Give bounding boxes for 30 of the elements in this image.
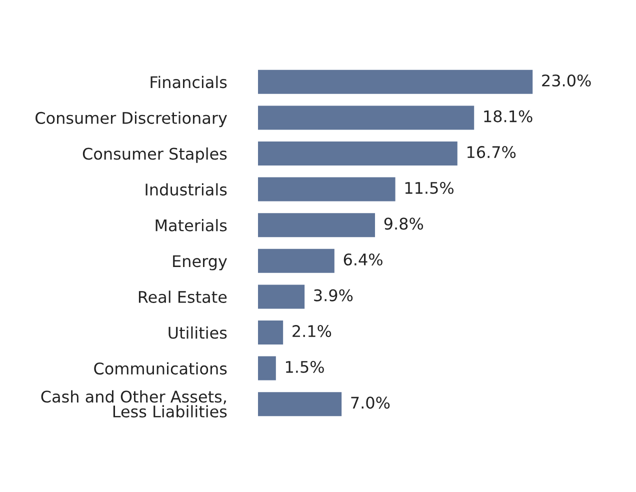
y-tick-label: Cash and Other Assets, Less Liabilities <box>41 390 227 418</box>
bar <box>258 248 334 273</box>
data-label: 18.1% <box>484 110 532 122</box>
y-tick-label: Financials <box>150 76 227 88</box>
data-label: 23.0% <box>542 74 591 87</box>
y-tick-label: Real Estate <box>138 290 227 303</box>
bar <box>258 392 342 416</box>
data-label: 9.8% <box>384 218 424 230</box>
bar <box>258 142 458 166</box>
data-label: 16.7% <box>467 146 516 158</box>
data-label: 7.0% <box>351 396 390 409</box>
data-label: 2.1% <box>292 325 332 338</box>
bar <box>258 213 376 238</box>
bar <box>258 284 305 309</box>
bar <box>258 320 284 344</box>
data-label: 1.5% <box>286 360 324 373</box>
y-tick-label: Industrials <box>146 183 227 196</box>
bar <box>258 177 396 202</box>
y-tick-label: Consumer Staples <box>82 147 227 163</box>
data-label: 3.9% <box>314 289 353 302</box>
bar <box>258 106 474 130</box>
bar <box>258 70 533 94</box>
bar <box>258 356 276 380</box>
y-tick-label: Utilities <box>168 326 227 339</box>
y-tick-label: Consumer Discretionary <box>36 112 227 128</box>
data-label: 11.5% <box>405 182 454 194</box>
data-label: 6.4% <box>344 253 382 266</box>
y-tick-label: Energy <box>173 255 227 270</box>
y-tick-label: Materials <box>156 219 227 232</box>
y-tick-label: Communications <box>94 362 227 375</box>
